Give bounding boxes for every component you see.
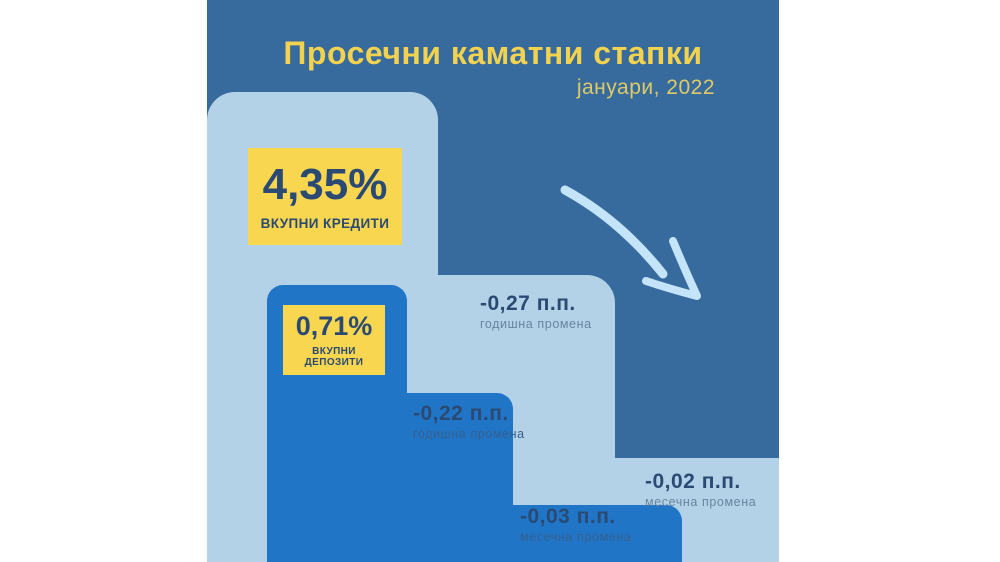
deposits-rate-value: 0,71% [295,311,373,342]
loans-rate-card: 4,35% ВКУПНИ КРЕДИТИ [248,148,402,245]
deposits-rate-label: ВКУПНИ ДЕПОЗИТИ [304,345,364,368]
deposits-annual-change-value: -0,22 п.п. [413,402,509,425]
deposits-monthly-change-value: -0,03 п.п. [520,505,616,528]
loans-monthly-change: -0,02 п.п. месечна промена [645,470,756,510]
deposits-rate-card: 0,71% ВКУПНИ ДЕПОЗИТИ [283,305,385,375]
loans-rate-label: ВКУПНИ КРЕДИТИ [260,215,390,231]
loans-rate-value: 4,35% [262,160,388,210]
loans-annual-change: -0,27 п.п. годишна промена [480,292,592,332]
loans-annual-change-value: -0,27 п.п. [480,292,576,315]
deposits-annual-change: -0,22 п.п. годишна промена [413,402,525,442]
deposits-annual-change-label: годишна промена [413,427,525,442]
loans-monthly-change-label: месечна промена [645,495,757,510]
loans-monthly-change-value: -0,02 п.п. [645,470,741,493]
poster-subtitle: јануари, 2022 [576,76,715,99]
infographic-canvas: Просечни каматни стапки јануари, 2022 4,… [207,0,779,562]
loans-annual-change-label: годишна промена [480,317,592,332]
down-right-trend-arrow-icon [560,185,701,300]
poster-title: Просечни каматни стапки [283,35,703,71]
deposits-monthly-change-label: месечна промена [520,530,632,545]
deposits-monthly-change: -0,03 п.п. месечна промена [520,505,631,545]
deposits-staircase-step-3 [267,505,682,562]
